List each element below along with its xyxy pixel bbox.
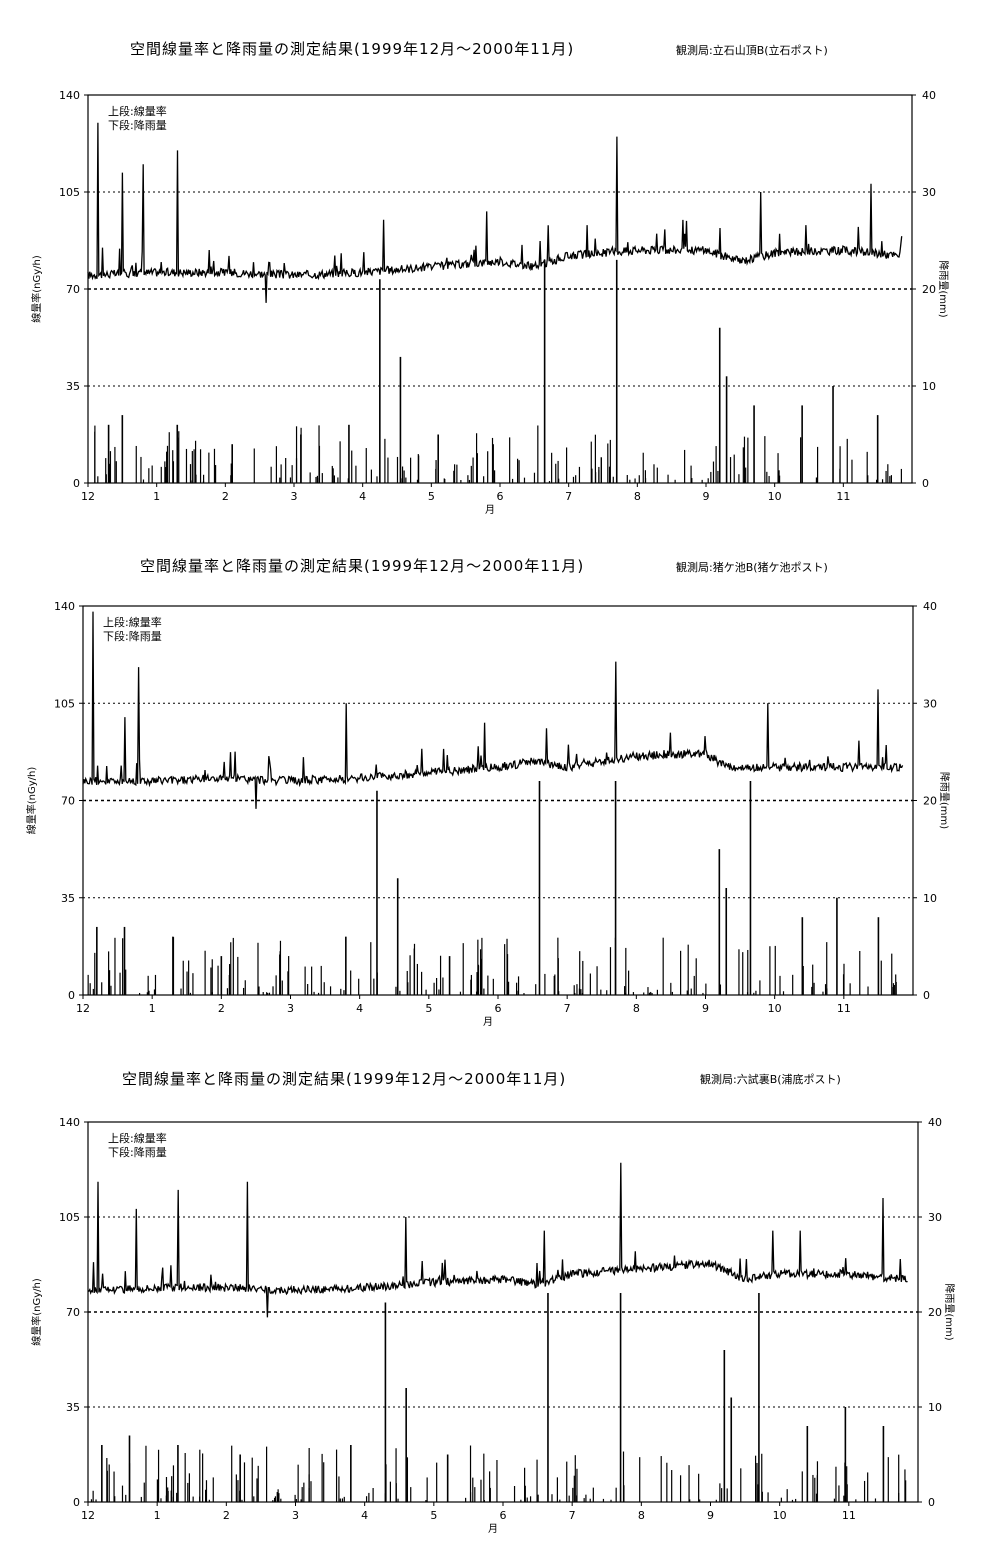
left-tick-label: 105 bbox=[54, 697, 75, 710]
x-tick-label: 6 bbox=[497, 490, 504, 503]
x-tick-label: 7 bbox=[564, 1002, 571, 1015]
y-right-axis-label: 降雨量(mm) bbox=[943, 1283, 956, 1340]
station-label: 観測局:猪ケ池B(猪ケ池ポスト) bbox=[676, 561, 828, 574]
left-tick-label: 140 bbox=[54, 600, 75, 613]
x-axis-label: 月 bbox=[488, 1523, 498, 1535]
left-tick-label: 70 bbox=[66, 283, 80, 296]
right-tick-label: 40 bbox=[928, 1116, 942, 1129]
plot-frame bbox=[87, 94, 913, 484]
x-tick-label: 3 bbox=[292, 1509, 299, 1522]
left-tick-label: 35 bbox=[66, 1401, 80, 1414]
x-tick-label: 12 bbox=[76, 1002, 90, 1015]
x-tick-label: 8 bbox=[638, 1509, 645, 1522]
x-tick-label: 4 bbox=[359, 490, 366, 503]
x-tick-label: 1 bbox=[149, 1002, 156, 1015]
x-tick-label: 3 bbox=[291, 490, 298, 503]
station-label: 観測局:立石山頂B(立石ポスト) bbox=[676, 44, 828, 57]
y-left-axis-label: 線量率(nGy/h) bbox=[25, 767, 38, 835]
x-tick-label: 9 bbox=[703, 490, 710, 503]
right-tick-label: 30 bbox=[922, 186, 936, 199]
legend-entry: 下段:降雨量 bbox=[103, 629, 162, 643]
right-tick-label: 20 bbox=[922, 283, 936, 296]
x-tick-label: 5 bbox=[425, 1002, 432, 1015]
y-right-axis-label: 降雨量(mm) bbox=[937, 260, 950, 317]
left-tick-label: 35 bbox=[66, 380, 80, 393]
right-tick-label: 30 bbox=[928, 1211, 942, 1224]
x-tick-label: 10 bbox=[768, 490, 782, 503]
left-tick-label: 140 bbox=[59, 1116, 80, 1129]
x-axis-label: 月 bbox=[485, 504, 495, 516]
left-tick-label: 0 bbox=[68, 989, 75, 1002]
x-tick-label: 2 bbox=[218, 1002, 225, 1015]
left-tick-label: 105 bbox=[59, 1211, 80, 1224]
x-tick-label: 1 bbox=[153, 490, 160, 503]
x-tick-label: 4 bbox=[361, 1509, 368, 1522]
left-tick-label: 0 bbox=[73, 1496, 80, 1509]
x-tick-label: 12 bbox=[81, 490, 95, 503]
x-tick-label: 4 bbox=[356, 1002, 363, 1015]
legend-entry: 下段:降雨量 bbox=[108, 1145, 167, 1159]
x-tick-label: 11 bbox=[836, 490, 850, 503]
y-left-axis-label: 線量率(nGy/h) bbox=[30, 255, 43, 323]
right-tick-label: 10 bbox=[928, 1401, 942, 1414]
x-tick-label: 1 bbox=[154, 1509, 161, 1522]
dose-rate-series-line bbox=[87, 1162, 908, 1318]
x-tick-label: 9 bbox=[702, 1002, 709, 1015]
chart-panel-3: 空間線量率と降雨量の測定結果(1999年12月～2000年11月) 観測局:六試… bbox=[0, 1040, 1000, 1563]
dose-rate-series-line bbox=[82, 611, 904, 809]
right-tick-label: 0 bbox=[923, 989, 930, 1002]
right-tick-label: 20 bbox=[928, 1306, 942, 1319]
legend-entry: 上段:線量率 bbox=[108, 1131, 167, 1145]
x-tick-label: 6 bbox=[495, 1002, 502, 1015]
x-tick-label: 8 bbox=[633, 1002, 640, 1015]
x-tick-label: 2 bbox=[222, 490, 229, 503]
left-tick-label: 70 bbox=[66, 1306, 80, 1319]
x-tick-label: 11 bbox=[837, 1002, 851, 1015]
chart-title: 空間線量率と降雨量の測定結果(1999年12月～2000年11月) bbox=[130, 40, 575, 58]
x-tick-label: 5 bbox=[430, 1509, 437, 1522]
left-tick-label: 35 bbox=[61, 892, 75, 905]
right-tick-label: 40 bbox=[922, 89, 936, 102]
right-tick-label: 10 bbox=[922, 380, 936, 393]
x-tick-label: 7 bbox=[569, 1509, 576, 1522]
right-tick-label: 10 bbox=[923, 892, 937, 905]
chart-panel-2: 空間線量率と降雨量の測定結果(1999年12月～2000年11月) 観測局:猪ケ… bbox=[0, 520, 1000, 1040]
right-tick-label: 40 bbox=[923, 600, 937, 613]
x-tick-label: 3 bbox=[287, 1002, 294, 1015]
station-label: 観測局:六試裏B(浦底ポスト) bbox=[700, 1073, 841, 1086]
x-tick-label: 8 bbox=[634, 490, 641, 503]
right-tick-label: 20 bbox=[923, 795, 937, 808]
right-tick-label: 30 bbox=[923, 697, 937, 710]
left-tick-label: 0 bbox=[73, 477, 80, 490]
legend-entry: 上段:線量率 bbox=[103, 615, 162, 629]
x-tick-label: 2 bbox=[223, 1509, 230, 1522]
x-tick-label: 6 bbox=[500, 1509, 507, 1522]
x-tick-label: 12 bbox=[81, 1509, 95, 1522]
left-tick-label: 105 bbox=[59, 186, 80, 199]
y-left-axis-label: 線量率(nGy/h) bbox=[30, 1278, 43, 1346]
legend-entry: 下段:降雨量 bbox=[108, 118, 167, 132]
x-tick-label: 11 bbox=[842, 1509, 856, 1522]
x-tick-label: 7 bbox=[565, 490, 572, 503]
right-tick-label: 0 bbox=[922, 477, 929, 490]
chart-panel-1: 空間線量率と降雨量の測定結果(1999年12月～2000年11月) 観測局:立石… bbox=[0, 0, 1000, 520]
x-tick-label: 10 bbox=[773, 1509, 787, 1522]
left-tick-label: 70 bbox=[61, 795, 75, 808]
x-axis-label: 月 bbox=[483, 1016, 493, 1028]
dose-rate-series-line bbox=[87, 122, 903, 303]
x-tick-label: 10 bbox=[768, 1002, 782, 1015]
x-tick-label: 9 bbox=[707, 1509, 714, 1522]
chart-title: 空間線量率と降雨量の測定結果(1999年12月～2000年11月) bbox=[140, 557, 585, 575]
x-tick-label: 5 bbox=[428, 490, 435, 503]
legend-entry: 上段:線量率 bbox=[108, 104, 167, 118]
right-tick-label: 0 bbox=[928, 1496, 935, 1509]
y-right-axis-label: 降雨量(mm) bbox=[938, 772, 951, 829]
chart-title: 空間線量率と降雨量の測定結果(1999年12月～2000年11月) bbox=[122, 1070, 567, 1088]
left-tick-label: 140 bbox=[59, 89, 80, 102]
